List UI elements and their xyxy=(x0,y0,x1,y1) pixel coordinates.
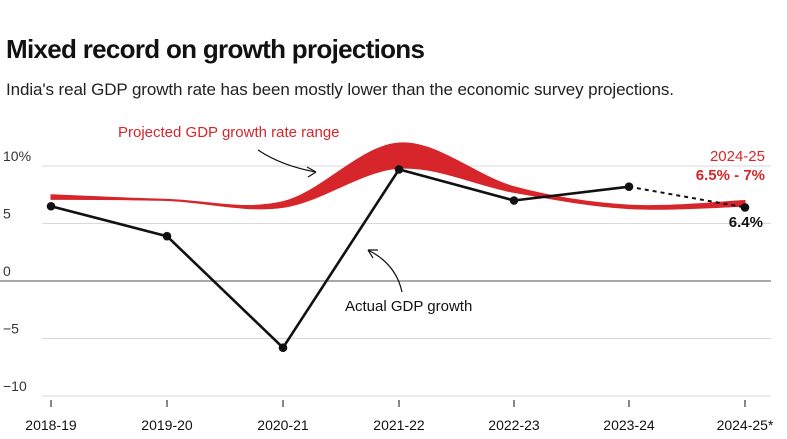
annotation-layer: Projected GDP growth rate range Actual G… xyxy=(118,124,765,315)
latest-year-label: 2024-25 xyxy=(710,148,765,165)
actual-growth-label: Actual GDP growth xyxy=(345,298,472,315)
actual-arrow-head xyxy=(367,249,378,259)
chart-subtitle: India's real GDP growth rate has been mo… xyxy=(6,80,674,99)
x-tick-label-4: 2022-23 xyxy=(488,417,540,433)
actual-point-2023-24 xyxy=(624,182,634,191)
y-tick-label-0: 10% xyxy=(3,148,31,164)
actual-growth-dashed-segment xyxy=(628,185,746,209)
x-tick-label-1: 2019-20 xyxy=(141,417,193,433)
projected-arrow-line xyxy=(257,149,317,173)
projected-band xyxy=(50,142,746,210)
projected-band-layer xyxy=(50,142,746,210)
x-tick-label-5: 2023-24 xyxy=(603,417,655,433)
gridlines xyxy=(0,165,771,397)
x-tick-label-2: 2020-21 xyxy=(257,417,309,433)
actual-arrow-line xyxy=(367,249,403,293)
y-axis-ticks: 10% 5 0 −5 −10 xyxy=(3,148,31,394)
y-tick-label-2: 0 xyxy=(3,263,11,279)
actual-growth-line xyxy=(50,168,630,349)
actual-point-2019-20 xyxy=(162,231,172,241)
projected-range-label: Projected GDP growth rate range xyxy=(118,124,340,141)
actual-point-2021-22 xyxy=(394,165,404,174)
y-tick-label-1: 5 xyxy=(3,206,11,222)
x-tick-label-6: 2024-25* xyxy=(717,417,774,433)
actual-point-2018-19 xyxy=(46,201,56,211)
x-tick-label-3: 2021-22 xyxy=(373,417,425,433)
actual-series-layer xyxy=(46,165,750,353)
x-axis-ticks: 2018-19 2019-20 2020-21 2021-22 2022-23 2023-… xyxy=(25,400,774,433)
latest-range-label: 6.5% - 7% xyxy=(696,167,765,184)
x-tick-label-0: 2018-19 xyxy=(25,417,77,433)
projected-arrow-head xyxy=(306,166,317,178)
chart-title: Mixed record on growth projections xyxy=(6,34,425,64)
latest-actual-label: 6.4% xyxy=(729,214,763,231)
y-tick-label-4: −10 xyxy=(3,378,27,394)
actual-point-2024-25* xyxy=(740,203,750,212)
actual-point-2020-21 xyxy=(278,343,288,353)
actual-point-2022-23 xyxy=(509,196,519,205)
y-tick-label-3: −5 xyxy=(3,321,19,337)
